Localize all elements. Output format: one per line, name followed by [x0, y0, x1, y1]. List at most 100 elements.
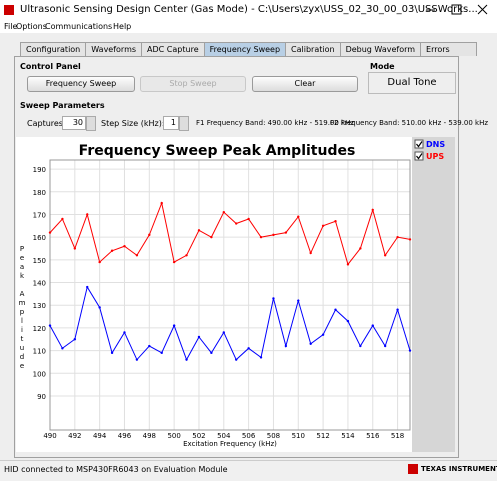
point — [383, 344, 387, 348]
captures-input[interactable]: 30 — [62, 116, 86, 130]
x-tick-label: 494 — [93, 432, 107, 440]
point — [297, 299, 300, 302]
point — [334, 308, 337, 311]
point — [148, 233, 151, 237]
line-series — [49, 201, 411, 266]
point — [383, 254, 387, 257]
point — [110, 351, 114, 355]
point — [197, 335, 201, 339]
x-tick-label: 512 — [316, 432, 329, 440]
tab-strip: Configuration Waveforms ADC Capture Frequen… — [20, 42, 477, 56]
menu-item[interactable]: File — [4, 22, 18, 31]
point — [334, 220, 337, 223]
plot-frame — [49, 159, 411, 431]
point — [48, 231, 52, 234]
point — [61, 217, 64, 221]
point — [408, 238, 412, 241]
spinner[interactable] — [86, 116, 96, 131]
legend-label: UPS — [426, 152, 444, 161]
app-icon — [4, 5, 14, 15]
button[interactable]: Frequency Sweep — [27, 76, 135, 92]
field-label: Step Size (kHz): — [101, 119, 165, 128]
y-tick-label: 130 — [33, 302, 46, 310]
point — [210, 351, 213, 355]
spinner[interactable] — [179, 116, 189, 131]
menu-item[interactable]: Help — [113, 22, 132, 31]
legend-check — [416, 153, 423, 160]
y-tick-label: 190 — [33, 166, 46, 174]
point — [86, 213, 89, 216]
x-axis-label: Excitation Frequency (kHz) — [183, 440, 277, 448]
y-tick-label: 160 — [33, 234, 46, 242]
point — [172, 260, 176, 264]
y-tick-label: 170 — [33, 211, 46, 219]
point — [135, 358, 139, 361]
point — [73, 338, 77, 341]
x-tick-label: 506 — [242, 432, 256, 440]
y-tick-label: 100 — [33, 370, 46, 378]
y-axis-label: Peak Amplitude — [18, 245, 26, 371]
field-label: Captures: — [27, 119, 66, 128]
point — [123, 331, 126, 334]
point — [284, 344, 288, 348]
x-tick-label: 490 — [43, 432, 56, 440]
point — [160, 201, 163, 205]
point — [247, 217, 250, 221]
section-title: Sweep Parameters — [20, 101, 105, 110]
point — [297, 215, 300, 218]
x-tick-label: 514 — [341, 432, 355, 440]
point — [396, 235, 399, 239]
line-series — [49, 285, 411, 361]
point — [148, 344, 151, 348]
button[interactable]: Clear — [252, 76, 358, 92]
tab-panel — [14, 56, 459, 458]
status-bar: HID connected to MSP430FR6043 on Evaluat… — [0, 460, 497, 481]
point — [222, 331, 225, 334]
menu-item[interactable]: Options — [16, 22, 47, 31]
point — [309, 251, 312, 255]
button[interactable]: Stop Sweep — [140, 76, 246, 92]
point — [160, 351, 163, 355]
legend-label: DNS — [426, 140, 445, 149]
point — [259, 235, 263, 239]
point — [98, 260, 101, 264]
point — [309, 342, 312, 345]
tab[interactable]: Errors — [420, 42, 477, 56]
chart-area — [16, 137, 412, 452]
legend-check — [416, 141, 423, 148]
point — [222, 210, 225, 214]
point — [98, 306, 101, 309]
x-tick-label: 500 — [167, 432, 180, 440]
point — [123, 245, 126, 248]
point — [73, 247, 77, 250]
point — [185, 358, 188, 361]
point — [408, 349, 412, 352]
point — [371, 324, 374, 327]
x-tick-label: 516 — [366, 432, 380, 440]
point — [272, 297, 275, 300]
ti-logo — [408, 464, 418, 474]
point — [346, 263, 350, 266]
point — [359, 344, 362, 348]
window-title: Ultrasonic Sensing Design Center (Gas Mo… — [20, 4, 478, 15]
chart-title: Frequency Sweep Peak Amplitudes — [79, 143, 356, 159]
title-bar: Ultrasonic Sensing Design Center (Gas Mo… — [0, 0, 497, 20]
step-input[interactable]: 1 — [163, 116, 179, 130]
section-title: Mode — [370, 62, 395, 71]
y-tick-label: 140 — [33, 280, 46, 288]
point — [110, 249, 114, 252]
x-tick-label: 502 — [192, 432, 205, 440]
band-text: F2 Frequency Band: 510.00 kHz - 539.00 k… — [330, 119, 489, 127]
point — [284, 231, 288, 234]
point — [172, 324, 176, 327]
x-tick-label: 508 — [267, 432, 280, 440]
point — [197, 229, 201, 232]
window-controls[interactable] — [420, 0, 497, 20]
point — [359, 247, 362, 250]
brand: TEXAS INSTRUMENTS — [421, 465, 497, 473]
x-tick-label: 510 — [292, 432, 305, 440]
point — [272, 233, 275, 237]
legend-panel — [412, 137, 455, 452]
menu-item[interactable]: Communications — [45, 22, 113, 31]
